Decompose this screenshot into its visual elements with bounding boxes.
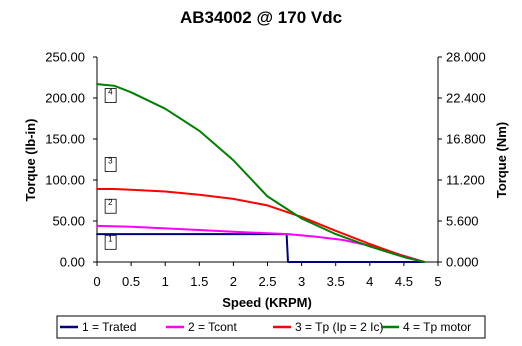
series-line-2 <box>96 224 426 263</box>
curve-label-box-2 <box>104 198 117 214</box>
curve-label-1: 1 <box>108 234 113 243</box>
x-tick-label: 0 <box>93 274 100 289</box>
legend-label-4: 4 = Tp motor <box>403 320 471 334</box>
curve-label-2: 2 <box>108 198 113 207</box>
legend-box <box>56 315 486 339</box>
y2-tick-label: 28.000 <box>446 50 486 65</box>
series-line-3 <box>96 188 426 263</box>
y-tick-label: 200.00 <box>45 91 85 106</box>
y2-tick-label: 22.400 <box>446 91 486 106</box>
plot-area: 0.00 50.00 100.00 150.00 200.00 250.00 0.000 5.… <box>45 50 486 290</box>
legend-label-2: 2 = Tcont <box>188 320 237 334</box>
curve-label-box-1 <box>104 234 117 250</box>
curve-label-4: 4 <box>108 88 113 97</box>
curve-label-box-4 <box>104 88 117 103</box>
y-tick-label: 100.00 <box>45 173 85 188</box>
x-tick-label: 0.5 <box>122 274 140 289</box>
x-tick-label: 2 <box>230 274 237 289</box>
series-line-1 <box>96 233 426 263</box>
x-tick-label: 3.5 <box>327 274 345 289</box>
y-tick-label: 50.00 <box>52 214 85 229</box>
chart-title: AB34002 @ 170 Vdc <box>180 8 342 27</box>
x-tick-label: 4.5 <box>395 274 413 289</box>
y2-tick-label: 0.000 <box>446 255 479 270</box>
y2-tick-label: 16.800 <box>446 132 486 147</box>
legend: 1 = Trated 2 = Tcont 3 = Tp (Ip = 2 Ic) 4 =… <box>56 315 486 339</box>
x-axis-label: Speed (KRPM) <box>222 295 312 310</box>
y2-tick-label: 5.600 <box>446 214 479 229</box>
legend-label-1: 1 = Trated <box>82 320 136 334</box>
x-tick-label: 3 <box>298 274 305 289</box>
x-tick-label: 1.5 <box>190 274 208 289</box>
y-axis-label: Torque (lb-in) <box>23 119 38 202</box>
x-tick-label: 4 <box>366 274 373 289</box>
curve-label-3: 3 <box>108 156 113 165</box>
x-tick-label: 5 <box>434 274 441 289</box>
y-tick-label: 0.00 <box>60 255 85 270</box>
y2-tick-label: 11.200 <box>446 173 485 188</box>
x-tick-label: 2.5 <box>258 274 276 289</box>
series-line-4 <box>96 83 426 263</box>
curve-label-box-3 <box>104 157 117 172</box>
x-tick-label: 1 <box>162 274 169 289</box>
y-tick-label: 150.00 <box>45 132 85 147</box>
legend-label-3: 3 = Tp (Ip = 2 Ic) <box>295 320 384 334</box>
y-tick-label: 250.00 <box>45 50 85 65</box>
y2-axis-label: Torque (Nm) <box>494 122 509 198</box>
